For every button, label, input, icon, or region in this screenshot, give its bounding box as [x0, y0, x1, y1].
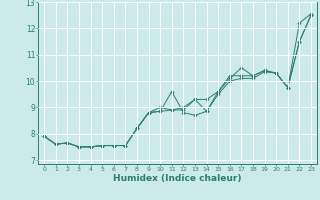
X-axis label: Humidex (Indice chaleur): Humidex (Indice chaleur)	[113, 174, 242, 183]
